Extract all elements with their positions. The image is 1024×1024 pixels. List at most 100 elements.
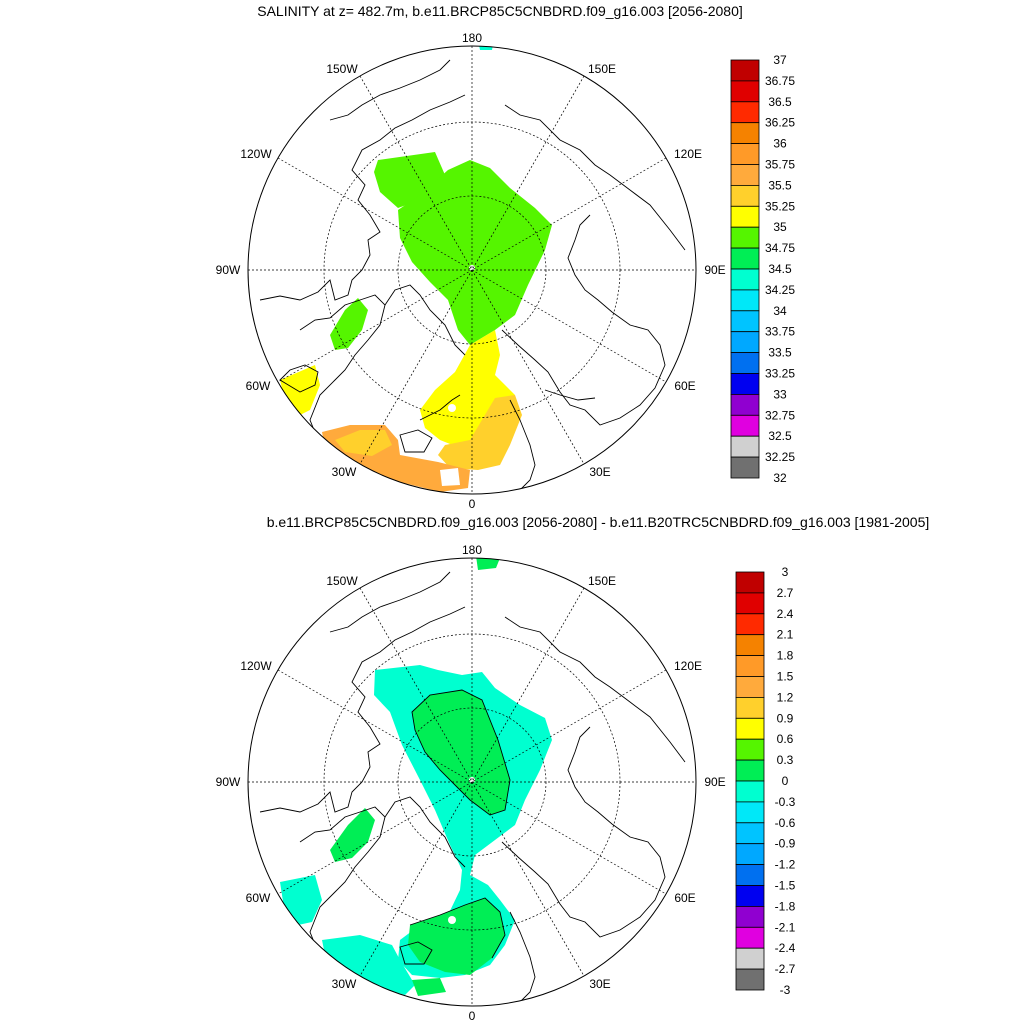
bottom-colorbar-swatch (735, 864, 765, 886)
bottom-region-atlantic-cyan (322, 935, 415, 995)
top-colorbar-label: 32.5 (768, 429, 792, 443)
top-colorbar: 37 36.75 36.5 36.25 36 35.75 35.5 35.25 35 34.75 3… (730, 53, 795, 485)
top-colorbar-swatch (730, 352, 760, 374)
top-colorbar-label: 33.5 (768, 346, 792, 360)
bottom-colorbar-swatch (735, 885, 765, 907)
bottom-colorbar-label: -0.6 (775, 816, 796, 830)
top-colorbar-swatch (730, 80, 760, 103)
bottom-region-nordic-green (408, 898, 505, 975)
bottom-colorbar-label: 0.6 (777, 732, 794, 746)
top-colorbar-swatch (730, 184, 760, 207)
bottom-colorbar-swatch (735, 676, 765, 698)
top-colorbar-label: 32 (773, 471, 787, 485)
top-graticule (248, 46, 696, 494)
bottom-colorbar-label: 0 (782, 774, 789, 788)
top-region-bering (478, 46, 494, 50)
bottom-lon-label: 30W (332, 977, 357, 991)
top-colorbar-label: 33.25 (765, 367, 795, 381)
top-colorbar-label: 32.25 (765, 450, 795, 464)
bottom-lon-label: 60E (674, 891, 695, 905)
top-colorbar-swatch (730, 331, 760, 354)
top-colorbar-swatch (730, 59, 760, 82)
top-hole-iceland (440, 468, 460, 486)
bottom-lon-labels: 180 150E 120E 90E 60E 30E 0 30W 60W 90W … (216, 543, 726, 1023)
top-region-baffin (330, 298, 368, 350)
bottom-colorbar-label: 1.5 (777, 670, 794, 684)
bottom-colorbar-swatch (735, 717, 765, 740)
bottom-colorbar-label: 3 (782, 565, 789, 579)
top-map-boundary (247, 45, 697, 495)
bottom-panel-title: b.e11.BRCP85C5CNBDRD.f09_g16.003 [2056-2… (266, 514, 930, 530)
bottom-colorbar: 3 2.7 2.4 2.1 1.8 1.5 1.2 0.9 0.6 0.3 0 -0.3 -0.6 -0.… (735, 565, 796, 997)
bottom-lon-label: 120E (674, 659, 702, 673)
top-region-iceland-gold (335, 430, 392, 456)
bottom-colorbar-swatch (735, 613, 765, 636)
top-lon-label: 150E (588, 62, 616, 76)
bottom-lon-label: 150W (326, 574, 358, 588)
bottom-region-central-green (412, 690, 510, 815)
top-lon-label: 90E (704, 263, 725, 277)
top-filled-regions (259, 46, 686, 492)
top-colorbar-label: 37 (773, 53, 787, 67)
top-region-norwegian (438, 395, 522, 470)
bottom-filled-regions (259, 558, 686, 1003)
bottom-colorbar-label: -1.8 (775, 899, 796, 913)
top-colorbar-label: 34 (773, 304, 787, 318)
bottom-colorbar-label: -2.4 (775, 941, 796, 955)
bottom-colorbar-swatch (735, 947, 765, 970)
bottom-colorbar-label: 0.3 (777, 753, 794, 767)
top-colorbar-swatch (730, 247, 760, 270)
top-colorbar-label: 33.75 (765, 325, 795, 339)
bottom-lon-label: 60W (246, 891, 271, 905)
bottom-colorbar-swatch (735, 801, 765, 824)
bottom-colorbar-swatch (735, 571, 765, 594)
top-colorbar-label: 32.75 (765, 408, 795, 422)
bottom-region-baffin (330, 808, 375, 862)
top-lon-label: 30W (332, 465, 357, 479)
top-lon-label: 0 (469, 497, 476, 511)
bottom-colorbar-label: -3 (780, 983, 791, 997)
top-lon-label: 150W (326, 62, 358, 76)
bottom-lon-label: 0 (469, 1009, 476, 1023)
bottom-colorbar-label: -1.2 (775, 858, 796, 872)
bottom-colorbar-swatch (735, 968, 765, 991)
top-colorbar-swatch (730, 373, 760, 395)
top-region-labrador (280, 365, 320, 415)
top-colorbar-label: 34.75 (765, 241, 795, 255)
top-colorbar-swatch (730, 226, 760, 249)
top-colorbar-swatch (730, 143, 760, 165)
bottom-colorbar-label: 0.9 (777, 711, 794, 725)
top-colorbar-swatch (730, 101, 760, 124)
top-colorbar-swatch (730, 414, 760, 437)
bottom-lon-label: 120W (240, 659, 272, 673)
bottom-colorbar-swatch (735, 634, 765, 657)
bottom-colorbar-label: -0.9 (775, 837, 796, 851)
bottom-colorbar-label: -0.3 (775, 795, 796, 809)
top-colorbar-swatch (730, 122, 760, 144)
bottom-region-iceland-green (412, 978, 446, 996)
bottom-colorbar-swatch (735, 759, 765, 782)
top-coastlines (259, 59, 686, 491)
bottom-colorbar-swatch (735, 655, 765, 677)
top-colorbar-swatch (730, 435, 760, 458)
top-colorbar-label: 35.25 (765, 199, 795, 213)
bottom-polar-map: 180 150E 120E 90E 60E 30E 0 30W 60W 90W … (216, 543, 726, 1023)
bottom-coastlines (259, 571, 686, 1003)
top-lon-label: 30E (589, 465, 610, 479)
top-colorbar-swatch (730, 456, 760, 479)
bottom-colorbar-swatch (735, 697, 765, 719)
top-colorbar-swatch (730, 205, 760, 228)
top-colorbar-swatch (730, 289, 760, 312)
top-colorbar-label: 36.25 (765, 116, 795, 130)
top-colorbar-label: 36 (773, 137, 787, 151)
top-colorbar-label: 35 (773, 220, 787, 234)
bottom-colorbar-label: 1.2 (777, 690, 794, 704)
bottom-lon-label: 90W (216, 775, 241, 789)
bottom-colorbar-label: -1.5 (775, 879, 796, 893)
top-lon-label: 120E (674, 147, 702, 161)
top-colorbar-label: 36.5 (768, 95, 792, 109)
top-hole-svalbard (448, 404, 456, 412)
top-lon-label: 180 (462, 31, 482, 45)
top-colorbar-label: 33 (773, 387, 787, 401)
